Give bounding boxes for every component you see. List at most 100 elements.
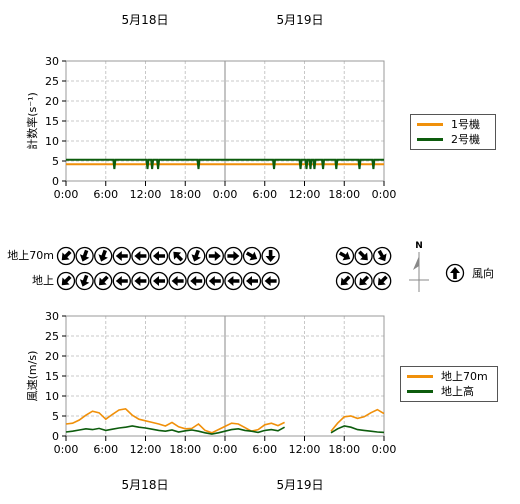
legend-label-unit1: 1号機 <box>451 118 480 131</box>
y-axis-label: 計数率(s⁻¹) <box>25 92 39 150</box>
y-tick-label: 0 <box>52 430 59 443</box>
wind-arrow-icon <box>56 271 76 291</box>
x-tick-label: 6:00 <box>93 188 118 201</box>
wind-direction-legend-icon <box>445 263 465 283</box>
series-line-wind-ground <box>330 425 385 434</box>
arrow-shape <box>79 249 90 262</box>
compass-north-label: N <box>415 241 423 251</box>
wind-arrow-icon <box>131 246 150 266</box>
arrow-shape <box>190 276 203 286</box>
wind-arrow-icon <box>168 271 187 291</box>
legend-swatch-orange <box>417 122 443 126</box>
wind-arrow-icon <box>373 271 392 291</box>
date-label-bottom-2: 5月19日 <box>277 478 324 492</box>
wind-arrow-icon <box>242 271 262 291</box>
series-line-wind-70m <box>330 408 385 432</box>
y-tick-label: 20 <box>45 350 59 363</box>
wind-arrow-icon <box>75 271 94 291</box>
y-tick-label: 25 <box>45 75 59 88</box>
series-line-unit2 <box>66 158 384 170</box>
wind-arrow-icon <box>354 246 373 266</box>
wind-arrow-icon <box>261 246 280 266</box>
arrow-shape <box>153 251 165 261</box>
arrow-shape <box>358 250 368 261</box>
date-label-top-2: 5月19日 <box>277 13 324 27</box>
x-tick-label: 0:00 <box>54 188 79 201</box>
y-tick-label: 30 <box>45 310 59 323</box>
wind-row-label-ground: 地上 <box>32 274 54 287</box>
legend-swatch-orange <box>407 374 433 378</box>
wind-arrow-icon <box>261 271 280 291</box>
arrow-shape <box>171 276 184 286</box>
y-tick-label: 25 <box>45 330 59 343</box>
y-tick-label: 15 <box>45 115 59 128</box>
wind-arrow-icon <box>112 271 131 291</box>
legend-item-unit1: 1号機 <box>417 117 480 131</box>
arrow-shape <box>450 267 460 279</box>
arrow-shape <box>115 276 128 286</box>
arrow-shape <box>245 251 258 261</box>
x-tick-label: 12:00 <box>130 188 162 201</box>
arrow-shape <box>98 249 108 262</box>
x-tick-label: 12:00 <box>130 443 162 456</box>
y-tick-label: 10 <box>45 135 59 148</box>
series-line-wind-ground <box>65 425 285 435</box>
compass-icon <box>413 256 419 270</box>
arrow-shape <box>98 275 109 286</box>
y-tick-label: 20 <box>45 95 59 108</box>
wind-arrow-icon <box>187 246 206 266</box>
wind-arrow-icon <box>112 246 131 266</box>
wind-arrow-icon <box>131 271 150 291</box>
wind-arrow-icon <box>205 271 224 291</box>
wind-arrow-icon <box>75 246 94 266</box>
wind-arrow-icon <box>149 246 169 266</box>
y-axis-label: 風速(m/s) <box>26 351 39 402</box>
legend-item-unit2: 2号機 <box>417 132 480 146</box>
x-tick-label: 12:00 <box>289 443 321 456</box>
legend-swatch-green <box>407 389 433 393</box>
arrow-shape <box>173 251 184 262</box>
y-tick-label: 30 <box>45 55 59 68</box>
legend-label-ground: 地上高 <box>441 385 474 398</box>
arrow-shape <box>134 251 147 261</box>
wind-arrow-icon <box>373 246 392 266</box>
arrow-shape <box>134 276 147 286</box>
wind-arrow-icon <box>335 271 355 291</box>
x-tick-label: 6:00 <box>252 443 277 456</box>
wind-arrow-icon <box>94 246 113 266</box>
x-tick-label: 18:00 <box>328 188 360 201</box>
arrow-shape <box>153 276 165 286</box>
date-label-bottom-1: 5月18日 <box>122 478 169 492</box>
x-tick-label: 18:00 <box>328 443 360 456</box>
y-tick-label: 5 <box>52 410 59 423</box>
x-tick-label: 0:00 <box>54 443 79 456</box>
wind-arrow-icon <box>94 271 113 291</box>
wind-arrow-icon <box>224 246 243 266</box>
y-tick-label: 15 <box>45 370 59 383</box>
x-tick-label: 0:00 <box>372 188 397 201</box>
wind-arrow-icon <box>242 246 262 266</box>
legend-item-ground: 地上高 <box>407 384 474 398</box>
arrow-shape <box>61 250 72 261</box>
wind-arrow-icon <box>56 246 76 266</box>
wind-arrow-icon <box>205 246 224 266</box>
arrow-shape <box>340 275 351 286</box>
legend-item-70m: 地上70m <box>407 369 488 383</box>
x-tick-label: 6:00 <box>252 188 277 201</box>
arrow-shape <box>338 251 351 261</box>
x-tick-label: 0:00 <box>372 443 397 456</box>
arrow-shape <box>61 275 72 286</box>
wind-arrow-icon <box>149 271 169 291</box>
arrow-shape <box>265 250 276 262</box>
counts-legend: 1号機 2号機 <box>410 114 496 150</box>
wind-arrow-icon <box>224 271 243 291</box>
legend-swatch-green <box>417 137 443 141</box>
arrow-shape <box>377 249 387 262</box>
wind-arrow-icon <box>187 271 206 291</box>
wind-arrow-icon <box>354 271 373 291</box>
arrow-shape <box>246 276 258 286</box>
arrow-shape <box>208 276 221 286</box>
x-tick-label: 6:00 <box>93 443 118 456</box>
wind-arrow-icon <box>168 246 187 266</box>
